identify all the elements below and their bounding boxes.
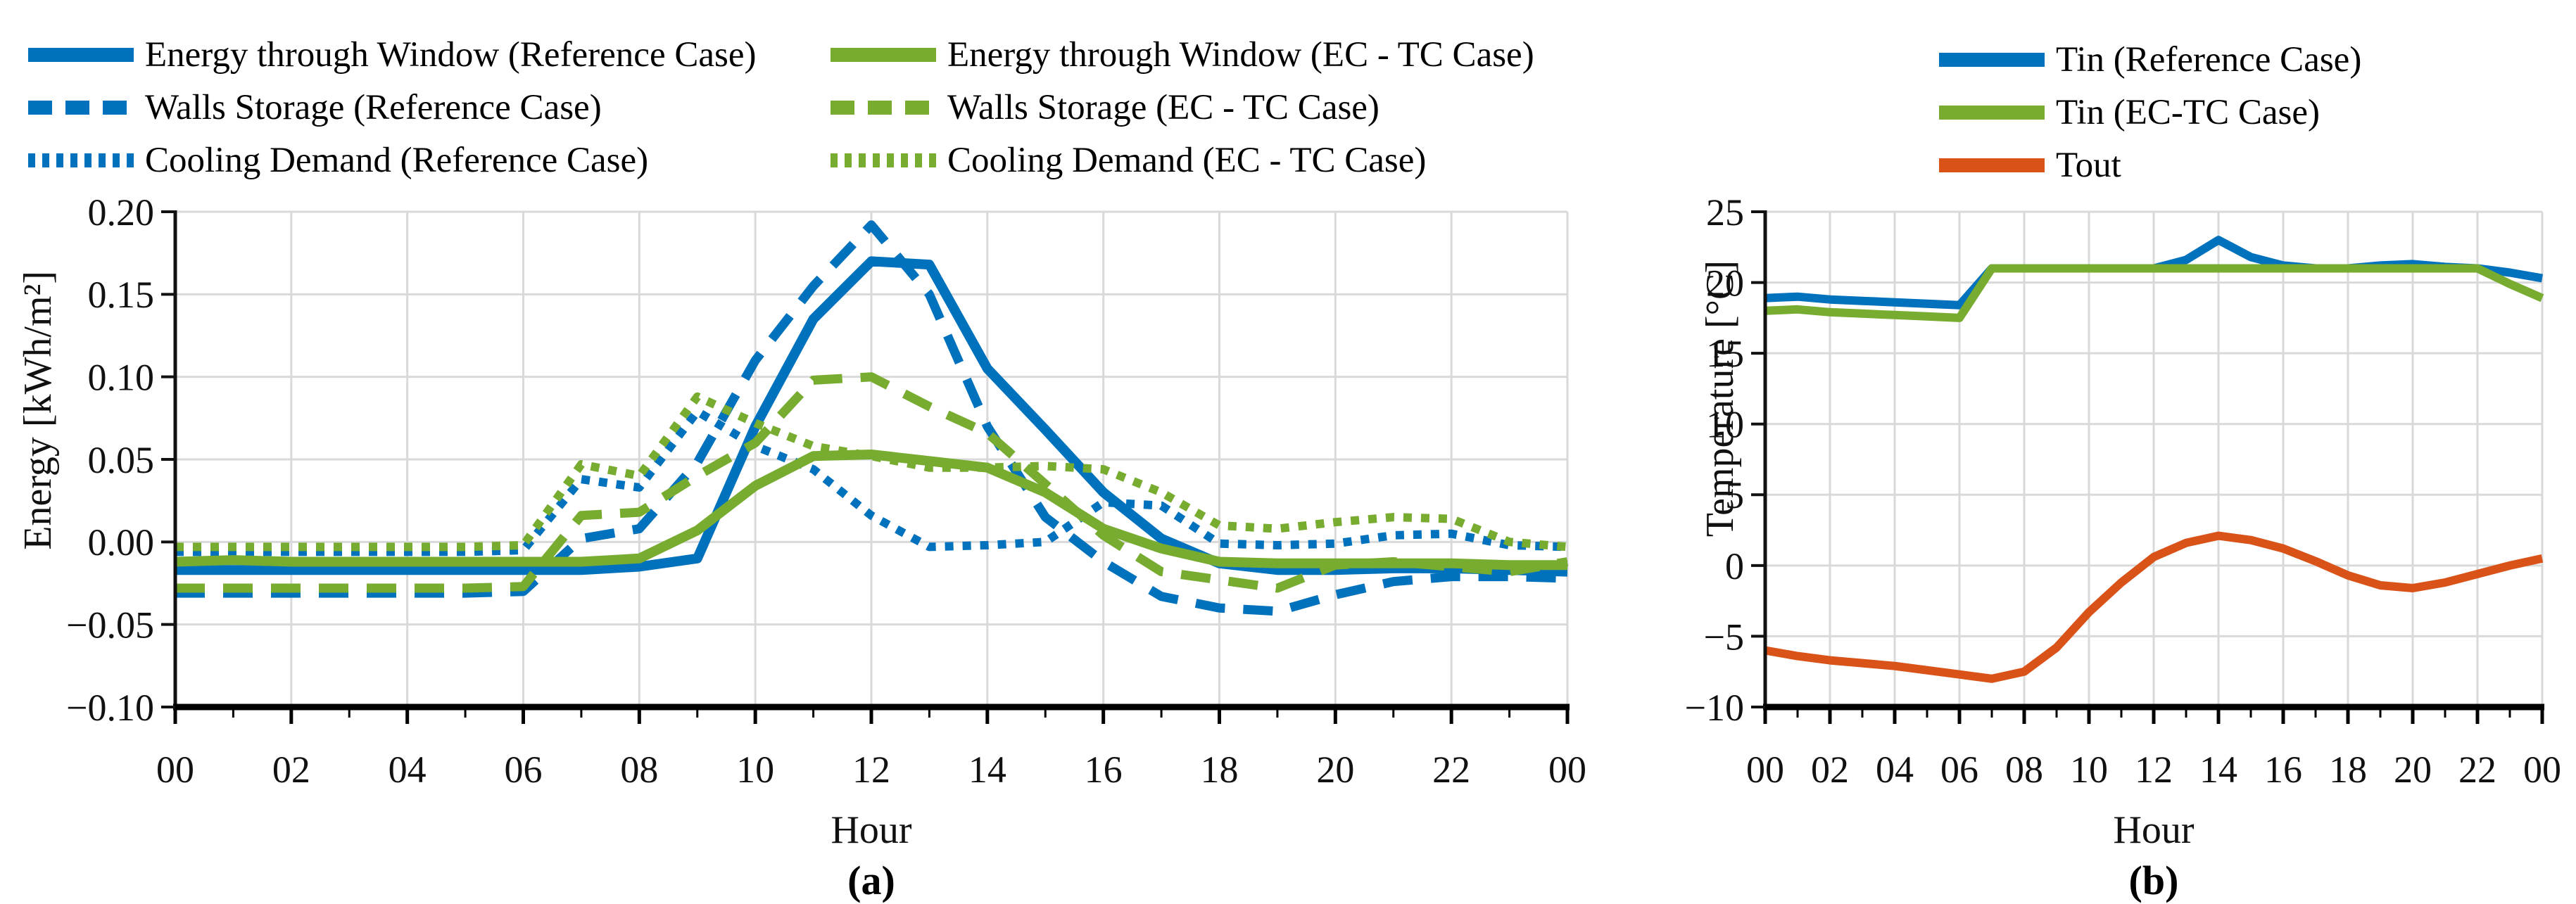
svg-text:0.20: 0.20 bbox=[88, 191, 155, 234]
svg-text:25: 25 bbox=[1706, 191, 1744, 234]
svg-text:00: 00 bbox=[2523, 749, 2561, 791]
svg-text:10: 10 bbox=[736, 749, 774, 791]
svg-text:20: 20 bbox=[1316, 749, 1354, 791]
svg-text:−10: −10 bbox=[1685, 687, 1744, 729]
svg-text:−5: −5 bbox=[1704, 616, 1744, 658]
panel-b-y-axis-label: Temperature [°C] bbox=[1698, 260, 1742, 537]
svg-text:18: 18 bbox=[2329, 749, 2367, 791]
svg-text:00: 00 bbox=[156, 749, 194, 791]
svg-text:18: 18 bbox=[1201, 749, 1239, 791]
svg-text:15: 15 bbox=[1706, 333, 1744, 375]
svg-text:0.00: 0.00 bbox=[88, 521, 155, 564]
svg-text:16: 16 bbox=[2264, 749, 2302, 791]
svg-text:−0.05: −0.05 bbox=[66, 604, 154, 647]
panel-a-y-axis-label: Energy [kWh/m²] bbox=[16, 271, 60, 550]
svg-text:0.15: 0.15 bbox=[88, 274, 155, 316]
svg-text:06: 06 bbox=[1940, 749, 1978, 791]
svg-text:22: 22 bbox=[2458, 749, 2496, 791]
svg-text:16: 16 bbox=[1085, 749, 1123, 791]
svg-text:0: 0 bbox=[1725, 545, 1744, 587]
svg-text:−0.10: −0.10 bbox=[66, 687, 154, 729]
svg-text:04: 04 bbox=[389, 749, 427, 791]
panel-a-x-axis-label: Hour bbox=[831, 808, 912, 852]
panel-b-caption: (b) bbox=[2128, 858, 2179, 903]
svg-text:06: 06 bbox=[505, 749, 543, 791]
svg-text:00: 00 bbox=[1548, 749, 1586, 791]
svg-text:12: 12 bbox=[2135, 749, 2173, 791]
svg-text:14: 14 bbox=[2199, 749, 2237, 791]
svg-text:20: 20 bbox=[1706, 262, 1744, 304]
svg-text:10: 10 bbox=[1706, 404, 1744, 446]
svg-text:10: 10 bbox=[2070, 749, 2108, 791]
panel-b-x-axis-label: Hour bbox=[2113, 808, 2195, 852]
svg-text:04: 04 bbox=[1876, 749, 1914, 791]
svg-text:20: 20 bbox=[2394, 749, 2432, 791]
svg-text:22: 22 bbox=[1432, 749, 1470, 791]
svg-text:08: 08 bbox=[620, 749, 658, 791]
svg-text:08: 08 bbox=[2005, 749, 2043, 791]
svg-text:00: 00 bbox=[1746, 749, 1784, 791]
svg-text:5: 5 bbox=[1725, 474, 1744, 516]
svg-text:02: 02 bbox=[1811, 749, 1849, 791]
panel-a-caption: (a) bbox=[847, 858, 895, 903]
svg-text:12: 12 bbox=[852, 749, 890, 791]
svg-text:0.05: 0.05 bbox=[88, 439, 155, 481]
svg-text:02: 02 bbox=[272, 749, 310, 791]
svg-text:0.10: 0.10 bbox=[88, 357, 155, 399]
svg-text:14: 14 bbox=[968, 749, 1006, 791]
